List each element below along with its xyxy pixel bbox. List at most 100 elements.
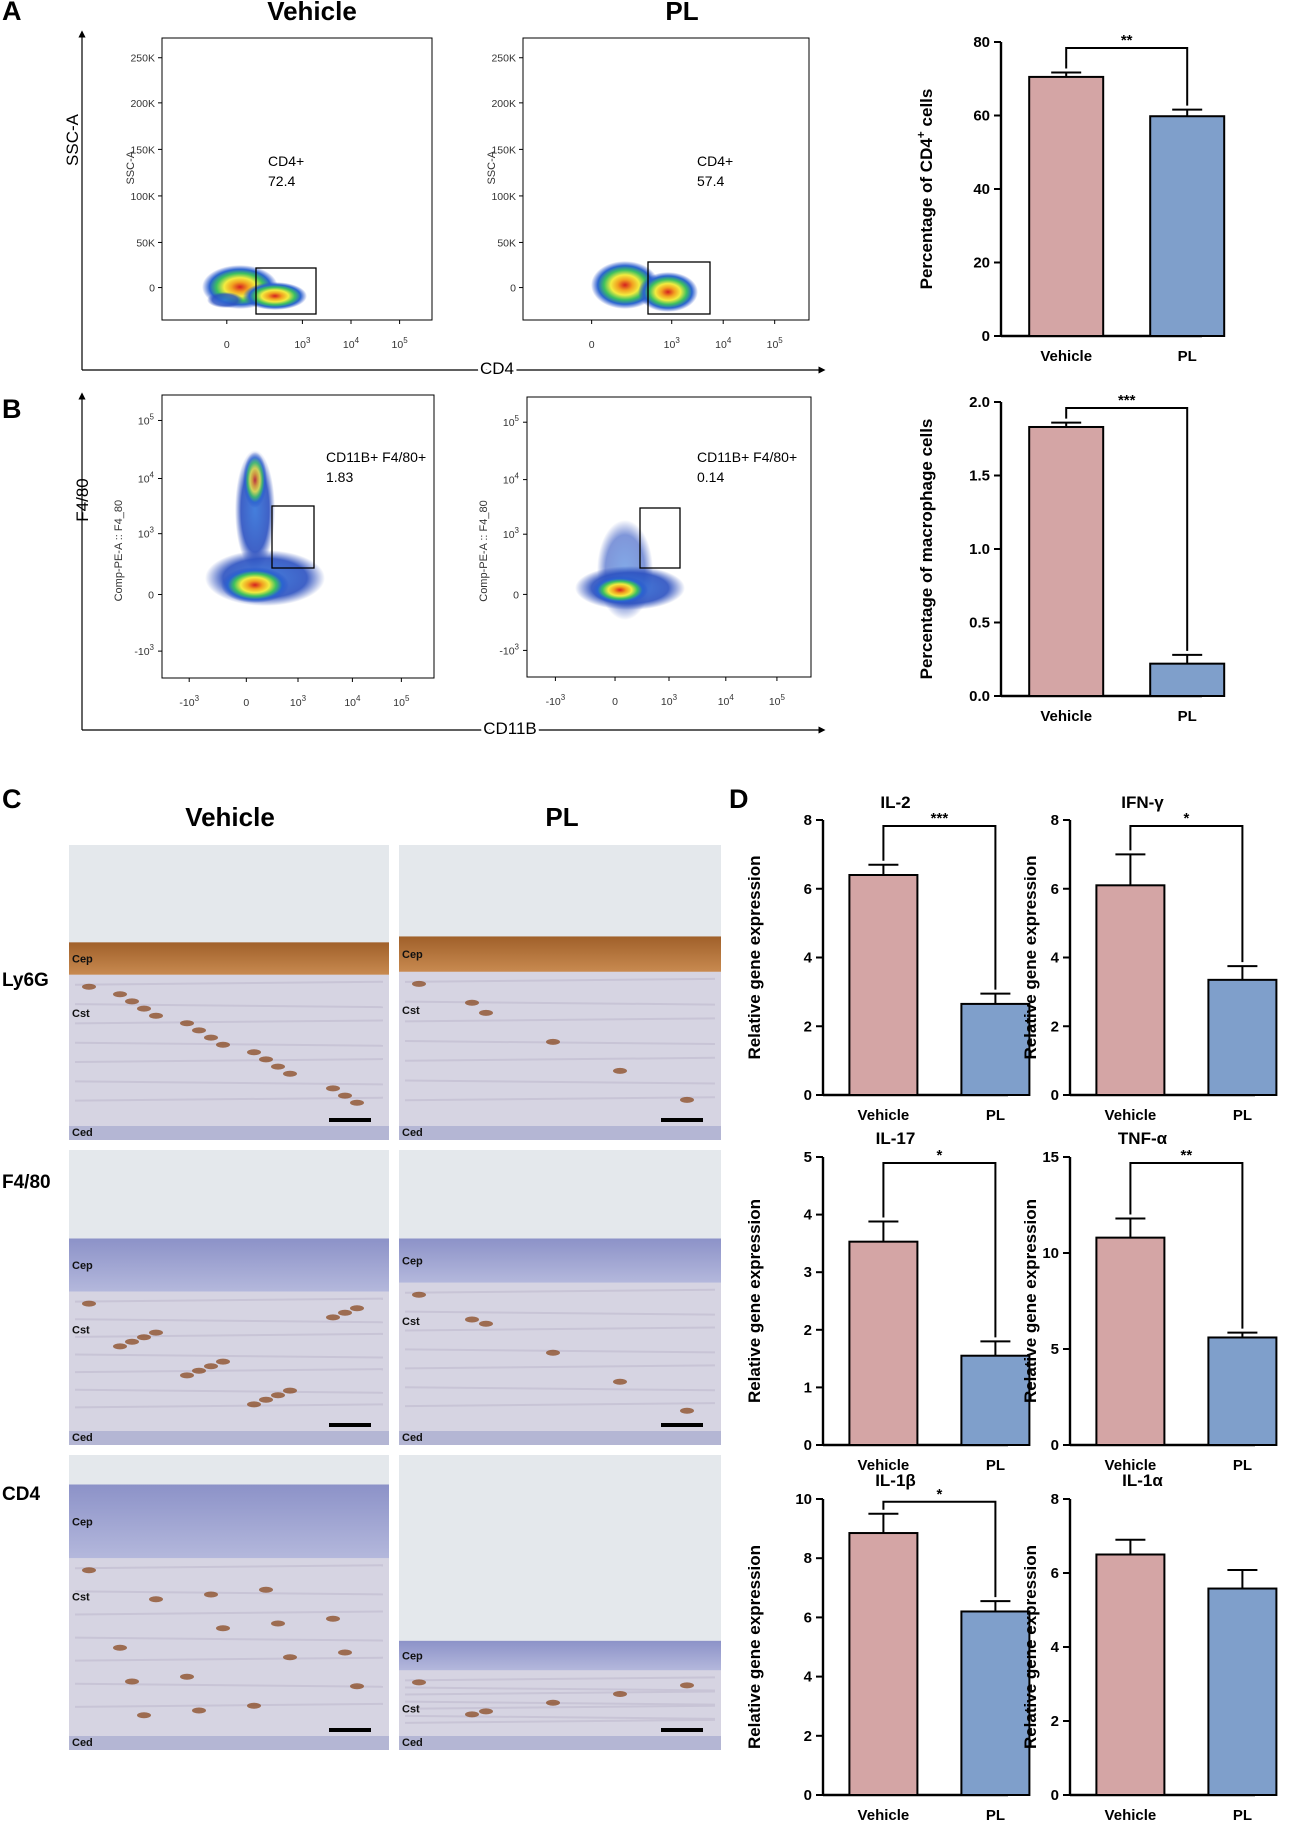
bar-pl [960,1610,1031,1796]
flow-y-tick: -103 [499,642,519,657]
panel-a-label: A [2,0,22,26]
layer-cst: Cst [402,1703,420,1715]
flow-y-label: Comp-PE-A :: F4_80 [113,500,125,602]
gate-value: 72.4 [268,173,295,189]
flow-x-tick: 0 [589,339,595,351]
y-tick-label: 3 [804,1264,812,1281]
y-axis-label: Relative gene expression [1021,1545,1040,1749]
y-tick-label: 60 [973,108,990,125]
gate-value: 57.4 [697,173,724,189]
chart-title: IL-2 [880,793,910,812]
y-axis-label: Percentage of CD4+ cells [914,89,936,290]
layer-cst: Cst [72,1325,90,1337]
flow-a-ticks: 250K 200K 150K 100K 50K 0 0 103 104 105 SSC-A 250K 2… [125,53,783,351]
bar-vehicle [848,1240,919,1446]
flow-y-tick: 104 [503,472,520,487]
bar-pl [960,1354,1031,1446]
flow-plot-a-vehicle: CD4+ 72.4 [161,37,433,321]
bar-chart-d-il1a: 0 2 4 6 8 Vehicle PL Relative gene expression IL… [1021,1471,1278,1823]
y-tick-label: 4 [1051,1639,1060,1656]
panel-c-label: C [2,784,22,814]
y-tick-label: 2 [1051,1713,1059,1730]
flow-plot-b-vehicle: CD11B+ F4/80+ 1.83 [161,394,435,679]
y-axis-label: Relative gene expression [745,1199,764,1403]
chart-title: IL-1β [875,1471,916,1490]
histology-image: Cep Cst Ced [399,1150,721,1445]
gate-name: CD11B+ F4/80+ [326,449,426,465]
significance-bracket [1129,1162,1244,1329]
bar-vehicle [1028,75,1105,337]
layer-cep: Cep [72,1516,93,1528]
bar-vehicle [848,1532,919,1797]
flow-x-tick: 104 [715,336,732,351]
x-tick-label: PL [986,1107,1005,1124]
y-tick-label: 8 [1051,1491,1059,1508]
layer-cep: Cep [72,1260,93,1272]
significance-bracket [882,1500,997,1598]
flow-y-tick: 200K [491,98,516,110]
gate-name: CD4+ [268,153,304,169]
flow-x-tick: 0 [243,697,249,709]
y-tick-label: 40 [973,181,990,198]
layer-ced: Ced [72,1432,93,1444]
flow-y-tick: 105 [138,412,155,427]
significance-bracket [882,1162,997,1338]
flow-y-tick: 0 [510,283,516,295]
flow-x-tick: 103 [664,336,681,351]
flow-y-tick: 50K [497,237,516,249]
bar-chart-d-tnfa: 0 5 10 15 Vehicle PL ** Relative gene expressio… [1021,1129,1278,1474]
bar-pl [1207,1587,1278,1797]
gate-name: CD4+ [697,153,733,169]
x-tick-label: PL [986,1457,1005,1474]
layer-ced: Ced [402,1432,423,1444]
flow-plot-a-pl: CD4+ 57.4 [522,37,810,321]
flow-y-tick: 100K [491,191,516,203]
panel-a-x-axis-label: CD4 [480,359,514,378]
x-tick-label: Vehicle [1105,1457,1157,1474]
significance-marker: * [936,1486,942,1503]
y-tick-label: 20 [973,255,990,272]
histology-image: Cep Cst Ced [69,1455,389,1750]
flow-y-tick: 100K [130,191,155,203]
y-tick-label: 8 [804,1550,812,1567]
flow-plot-b-pl: CD11B+ F4/80+ 0.14 [526,396,812,678]
flow-x-tick: 104 [343,336,360,351]
y-tick-label: 6 [1051,881,1059,898]
layer-ced: Ced [402,1737,423,1749]
gate-box [647,261,711,315]
panel-b-label: B [2,394,22,424]
flow-x-tick: -103 [179,694,199,709]
bar-vehicle [1095,884,1166,1096]
flow-y-tick: 103 [138,526,155,541]
flow-y-tick: 105 [503,414,520,429]
layer-cst: Cst [72,1591,90,1603]
gate-name: CD11B+ F4/80+ [697,449,797,465]
x-tick-label: Vehicle [858,1807,910,1823]
y-tick-label: 0 [804,1087,812,1104]
flow-y-tick: 103 [503,526,520,541]
panel-a-y-axis-label: SSC-A [63,113,82,166]
bar-pl [1149,662,1226,697]
flow-x-tick: 105 [393,694,410,709]
layer-ced: Ced [72,1737,93,1749]
panel-c-row-ly6g: Ly6G [2,970,49,991]
layer-cep: Cep [72,954,93,966]
y-tick-label: 0 [1051,1087,1059,1104]
y-tick-label: 6 [804,881,812,898]
significance-marker: *** [1118,392,1136,409]
y-tick-label: 5 [1051,1341,1059,1358]
y-axis-label: Relative gene expression [1021,1199,1040,1403]
histology-image: Cep Cst Ced [69,845,389,1140]
y-tick-label: 10 [795,1491,812,1508]
flow-y-tick: -103 [134,643,154,658]
flow-y-tick: 250K [491,53,516,65]
flow-x-tick: 105 [767,336,784,351]
x-tick-label: PL [986,1807,1005,1823]
panel-b-x-axis-label: CD11B [483,719,537,738]
bar-chart-d-il17: 0 1 2 3 4 5 Vehicle PL * Relative gene expression… [745,1129,1031,1474]
bar-vehicle [1028,425,1105,697]
x-tick-label: Vehicle [1040,348,1092,365]
x-tick-label: Vehicle [1040,708,1092,725]
